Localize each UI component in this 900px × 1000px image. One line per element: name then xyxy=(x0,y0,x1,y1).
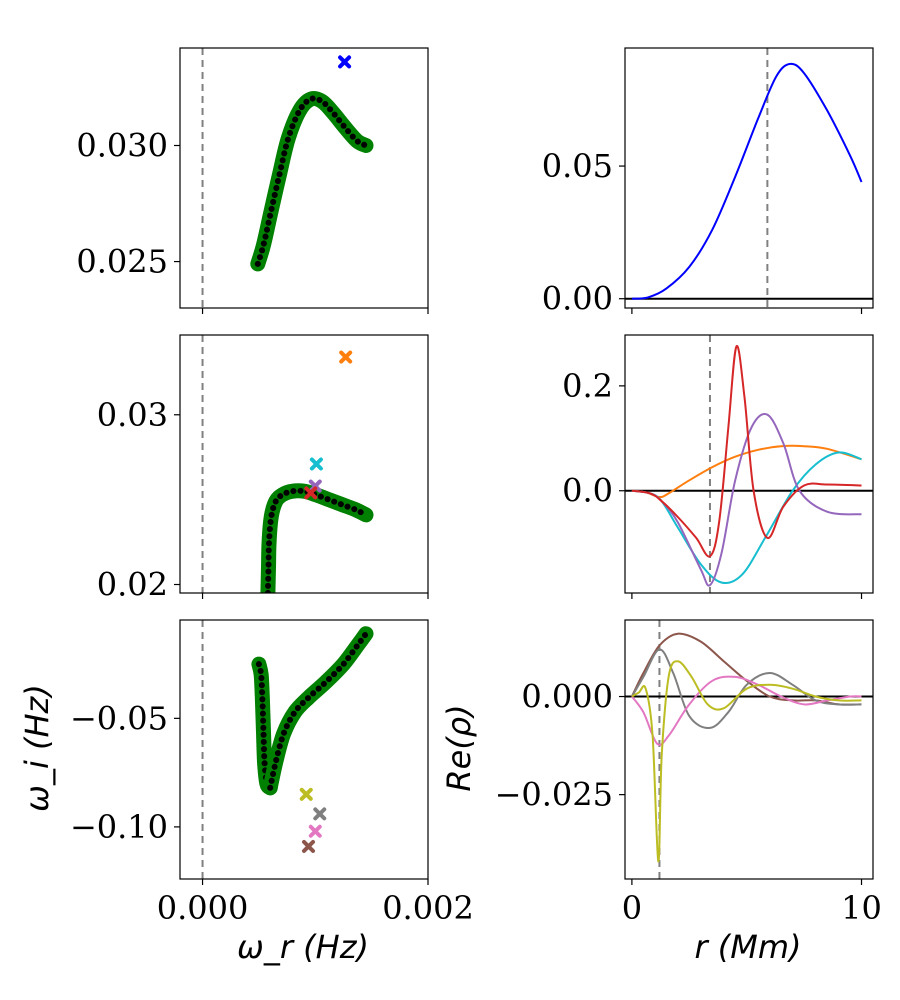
x-marker-stroke-b xyxy=(302,839,316,853)
series-line-gray xyxy=(631,648,862,729)
y-tick-label: 0.2 xyxy=(562,367,613,405)
x-marker xyxy=(302,839,316,853)
axes-frame xyxy=(624,47,874,309)
plot-area xyxy=(201,620,374,879)
plot-area xyxy=(625,48,873,308)
panel-row1-left: 0.025 0.030 xyxy=(76,47,429,314)
y-tick-label: −0.025 xyxy=(495,776,613,814)
x-marker xyxy=(313,807,327,821)
mode-track-dots xyxy=(267,630,369,791)
x-tick-label: 0.002 xyxy=(382,889,474,927)
x-axis-label-left: ω_r (Hz) xyxy=(237,928,369,966)
plot-area xyxy=(625,620,873,879)
panel-row3-left: −0.05 −0.10 0.000 0.002 xyxy=(70,619,474,927)
x-marker xyxy=(308,824,322,838)
panel-row2-left: 0.02 0.03 xyxy=(97,334,429,604)
y-tick-label: 0.025 xyxy=(76,243,168,281)
axes-frame xyxy=(179,47,429,309)
mode-track-green xyxy=(250,90,374,272)
y-tick-label: −0.05 xyxy=(70,699,168,737)
series-line-orange xyxy=(631,444,862,499)
mode-track-dots xyxy=(264,487,369,593)
x-marker xyxy=(338,55,352,69)
y-tick-label: 0.03 xyxy=(97,396,168,434)
series-line-red xyxy=(631,345,862,558)
plot-area xyxy=(625,335,873,593)
y-tick-label: 0.000 xyxy=(521,678,613,716)
axes-frame xyxy=(624,619,874,880)
x-marker-stroke-b xyxy=(299,787,313,801)
y-tick-label: 0.05 xyxy=(542,147,613,185)
x-marker xyxy=(299,787,313,801)
x-axis-label-right: r (Mm) xyxy=(694,928,801,966)
x-marker-stroke-b xyxy=(338,55,352,69)
y-tick-label: 0.02 xyxy=(97,566,168,604)
mode-track-green xyxy=(262,626,374,796)
series-line-mode-1 xyxy=(631,62,863,300)
y-axis-label-right: Re(ρ) xyxy=(440,704,478,791)
y-axis-label-left: ω_i (Hz) xyxy=(18,684,56,812)
x-marker xyxy=(304,486,318,500)
mode-track-dots xyxy=(254,95,369,267)
axes-frame xyxy=(624,334,874,594)
panel-row3-right: 0.000 −0.025 0 10 xyxy=(495,619,882,927)
mode-track-green xyxy=(260,483,374,593)
x-marker xyxy=(309,457,323,471)
plot-area xyxy=(201,335,374,593)
panel-row1-right: 0.00 0.05 xyxy=(542,47,874,318)
x-marker-stroke-b xyxy=(339,350,353,364)
x-tick-label: 0.000 xyxy=(157,889,249,927)
y-tick-label: 0.030 xyxy=(76,127,168,165)
series-line-purple xyxy=(631,413,862,587)
plot-area xyxy=(201,48,374,308)
x-tick-label: 10 xyxy=(841,889,882,927)
series-line-cyan xyxy=(631,451,862,585)
x-marker-stroke-b xyxy=(304,486,318,500)
y-tick-label: 0.00 xyxy=(542,280,613,318)
y-tick-label: 0.0 xyxy=(562,472,613,510)
x-marker-stroke-b xyxy=(313,807,327,821)
series-line-olive xyxy=(631,660,862,863)
y-tick-label: −0.10 xyxy=(70,808,168,846)
axes-frame xyxy=(179,334,429,594)
x-tick-label: 0 xyxy=(622,889,642,927)
x-marker-stroke-b xyxy=(309,457,323,471)
series-line-pink xyxy=(631,675,862,746)
panel-row2-right: 0.0 0.2 xyxy=(562,334,874,599)
axes-frame xyxy=(179,619,429,880)
x-marker xyxy=(339,350,353,364)
x-marker-stroke-b xyxy=(308,824,322,838)
